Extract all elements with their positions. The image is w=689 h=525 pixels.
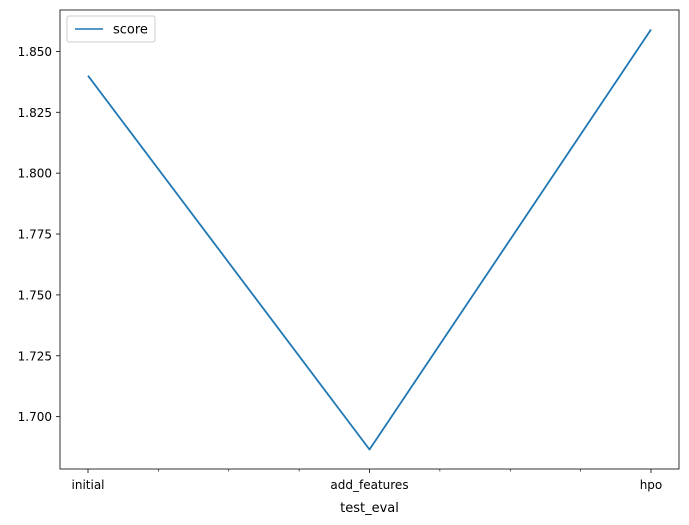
y-tick-label: 1.825 <box>18 106 52 120</box>
x-axis-label: test_eval <box>340 501 399 516</box>
y-tick-label: 1.725 <box>18 349 52 363</box>
plot-frame <box>59 9 680 470</box>
legend-label-score: score <box>113 23 148 38</box>
series-line-score <box>87 28 652 451</box>
y-tick-label: 1.750 <box>18 288 52 302</box>
y-tick-label: 1.800 <box>18 167 52 181</box>
legend-frame <box>66 15 156 43</box>
legend: score <box>66 15 156 43</box>
y-tick-label: 1.700 <box>18 410 52 424</box>
x-axis-ticks: initial add_features hpo <box>72 469 663 492</box>
x-tick-label: hpo <box>640 478 663 492</box>
y-axis-ticks: 1.700 1.725 1.750 1.775 1.800 1.825 1.850 <box>18 45 60 424</box>
series-layer <box>87 28 652 451</box>
plot-area <box>60 10 679 469</box>
x-tick-label: initial <box>72 478 105 492</box>
x-tick-label: add_features <box>330 478 408 492</box>
y-tick-label: 1.775 <box>18 228 52 242</box>
y-tick-label: 1.850 <box>18 45 52 59</box>
